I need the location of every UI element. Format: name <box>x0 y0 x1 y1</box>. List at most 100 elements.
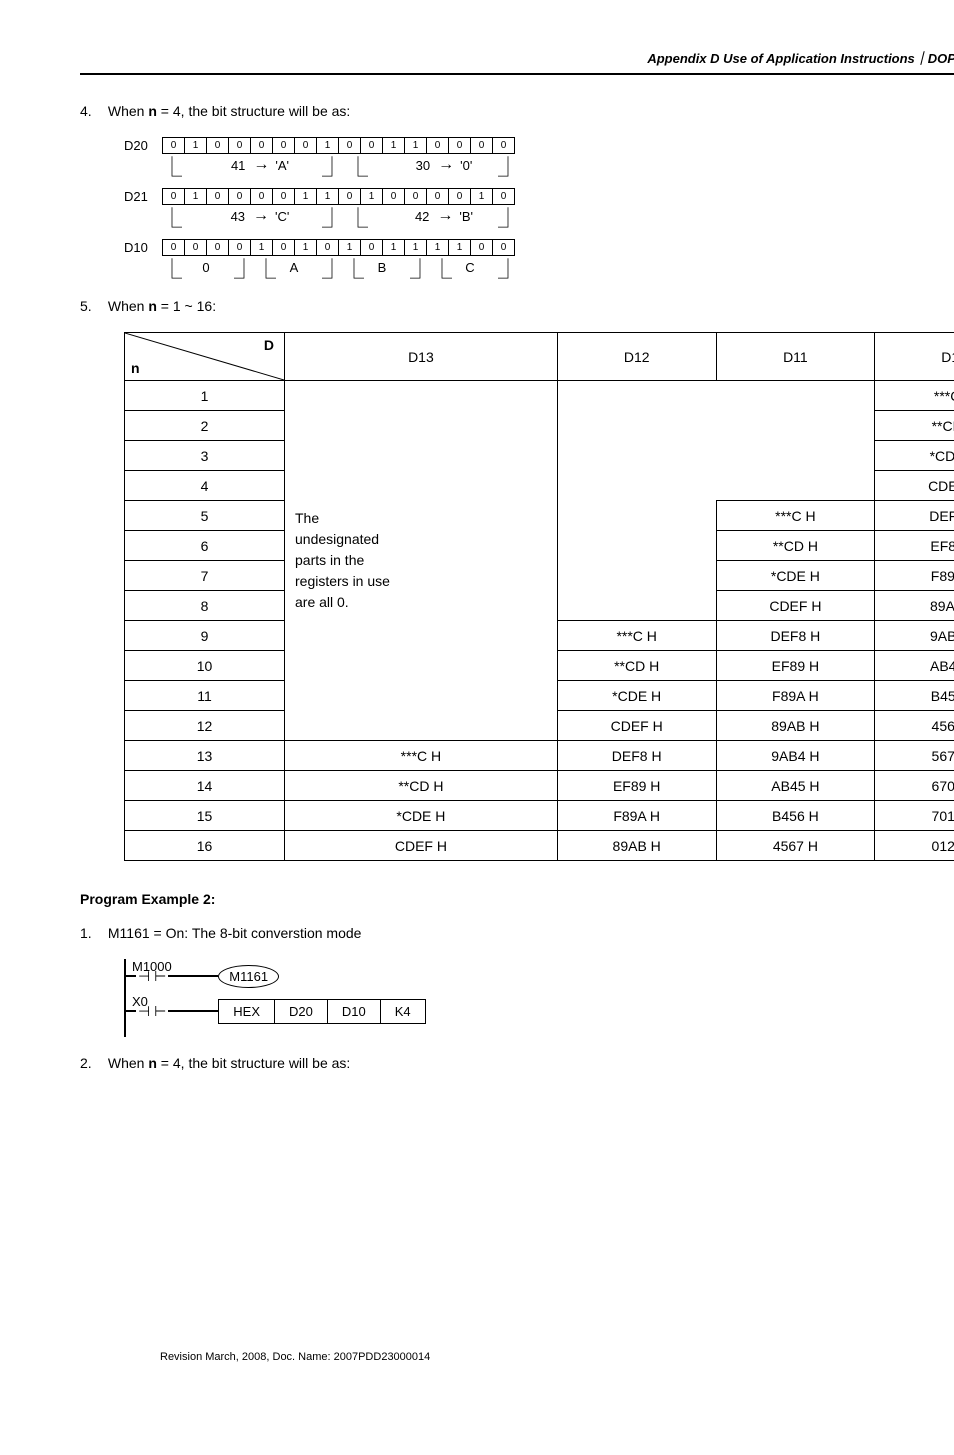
bit-cell: 0 <box>229 138 251 154</box>
bit-cell: 0 <box>405 189 427 205</box>
arrow-icon: → <box>245 207 275 225</box>
step-text2: = 4, the bit structure will be as: <box>157 1055 350 1071</box>
step-text: When <box>108 1055 148 1071</box>
bit-cell: 0 <box>251 189 273 205</box>
d10-cell: 9AB4 H <box>875 621 954 651</box>
d11-cell: 4567 H <box>716 831 875 861</box>
d21-right-char: 'B' <box>459 209 473 224</box>
bracket-icon: ⎿ <box>348 202 368 231</box>
d10-cell: AB45 H <box>875 651 954 681</box>
d12-cell: CDEF H <box>557 711 716 741</box>
footer: Revision March, 2008, Doc. Name: 2007PDD… <box>160 1351 954 1363</box>
bit-cell: 0 <box>471 240 493 256</box>
d13-cell: CDEF H <box>285 831 558 861</box>
bit-cell: 1 <box>185 189 207 205</box>
d11-cell: F89A H <box>716 681 875 711</box>
program-example-2-heading: Program Example 2: <box>80 891 954 907</box>
n-cell: 5 <box>125 501 285 531</box>
step-text: When <box>108 298 148 314</box>
d10-cell: DEF8 H <box>875 501 954 531</box>
bracket-icon: ⎿ <box>162 202 182 231</box>
instr-k4: K4 <box>380 999 426 1024</box>
step-number: 4. <box>80 103 104 119</box>
d10-u3: C <box>465 260 474 275</box>
step-number: 1. <box>80 925 104 941</box>
d12-cell: F89A H <box>557 801 716 831</box>
diag-header: D n <box>125 333 285 381</box>
n-cell: 2 <box>125 411 285 441</box>
instruction-box: HEX D20 D10 K4 <box>218 999 425 1024</box>
m1161-coil: M1161 <box>218 965 279 988</box>
d13-cell: ***C H <box>285 741 558 771</box>
ladder-diagram: M1000 ⊣ ⊢ M1161 X0 ⊣ ⊢ HEX D20 D10 K4 <box>124 959 954 1037</box>
d13-cell: **CD H <box>285 771 558 801</box>
col-d10: D10 <box>875 333 954 381</box>
n-cell: 14 <box>125 771 285 801</box>
step-5: 5. When n = 1 ~ 16: <box>80 298 954 314</box>
d12-cell: **CD H <box>557 651 716 681</box>
bit-cell: 0 <box>273 189 295 205</box>
instr-d10: D10 <box>327 999 380 1024</box>
step-text2: = 1 ~ 16: <box>157 298 216 314</box>
d10-u2: B <box>378 260 387 275</box>
col-d12: D12 <box>557 333 716 381</box>
bit-diagram: D20 0100000100110000 ⎿ 41 → 'A' ⏌ ⎿ 30 →… <box>124 137 954 278</box>
step-4: 4. When n = 4, the bit structure will be… <box>80 103 954 119</box>
d10-cell: ***C H <box>875 381 954 411</box>
d10-cell: 5670 H <box>875 741 954 771</box>
header-n: n <box>131 360 140 376</box>
d21-left-char: 'C' <box>275 209 289 224</box>
d10-cell: **CD H <box>875 411 954 441</box>
step-n: n <box>148 103 157 119</box>
n-cell: 4 <box>125 471 285 501</box>
bracket-icon: ⏌ <box>498 202 518 231</box>
bit-cell: 0 <box>207 189 229 205</box>
bit-cell: 0 <box>427 138 449 154</box>
d13-cell: *CDE H <box>285 801 558 831</box>
n-cell: 7 <box>125 561 285 591</box>
n-cell: 12 <box>125 711 285 741</box>
bracket-icon: ⎿ <box>348 151 368 180</box>
arrow-icon: → <box>429 207 459 225</box>
d10-cell: 7012 H <box>875 801 954 831</box>
d10-cell: F89A H <box>875 561 954 591</box>
step-2-bottom: 2. When n = 4, the bit structure will be… <box>80 1055 954 1071</box>
d10-cell: B456 H <box>875 681 954 711</box>
d12-cell: EF89 H <box>557 771 716 801</box>
instr-d20: D20 <box>274 999 327 1024</box>
contact-icon: ⊣ ⊢ <box>136 1003 168 1020</box>
d12-cell: *CDE H <box>557 681 716 711</box>
step-text: When <box>108 103 148 119</box>
d21-right-val: 42 <box>415 209 429 224</box>
bracket-icon: ⎿ <box>162 151 182 180</box>
bit-cell: 0 <box>383 189 405 205</box>
d11-cell: B456 H <box>716 801 875 831</box>
d20-right-char: '0' <box>460 158 472 173</box>
prog2-step1: 1. M1161 = On: The 8-bit converstion mod… <box>80 925 954 941</box>
n-cell: 3 <box>125 441 285 471</box>
undesignated-text: Theundesignatedparts in theregisters in … <box>285 381 558 741</box>
data-table: D n D13 D12 D11 D10 1Theundesignatedpart… <box>124 332 954 861</box>
col-d13: D13 <box>285 333 558 381</box>
d10-cell: EF89 H <box>875 531 954 561</box>
d10-cell: 0123 H <box>875 831 954 861</box>
bit-cell: 0 <box>295 138 317 154</box>
page-header: Appendix D Use of Application Instructio… <box>80 48 954 67</box>
bit-cell: 1 <box>185 138 207 154</box>
arrow-icon: → <box>430 156 460 174</box>
step-n: n <box>148 1055 157 1071</box>
step-text: M1161 = On: The 8-bit converstion mode <box>108 925 362 941</box>
arrow-icon: → <box>245 156 275 174</box>
header-rule <box>80 73 954 75</box>
step-text2: = 4, the bit structure will be as: <box>157 103 350 119</box>
header-d: D <box>264 337 274 353</box>
n-cell: 11 <box>125 681 285 711</box>
d10-u1: A <box>290 260 299 275</box>
bit-cell: 0 <box>207 138 229 154</box>
step-n: n <box>148 298 157 314</box>
n-cell: 8 <box>125 591 285 621</box>
d20-right-val: 30 <box>416 158 430 173</box>
d10-label: D10 <box>124 240 162 255</box>
d10-cell: 4567 H <box>875 711 954 741</box>
step-number: 5. <box>80 298 104 314</box>
